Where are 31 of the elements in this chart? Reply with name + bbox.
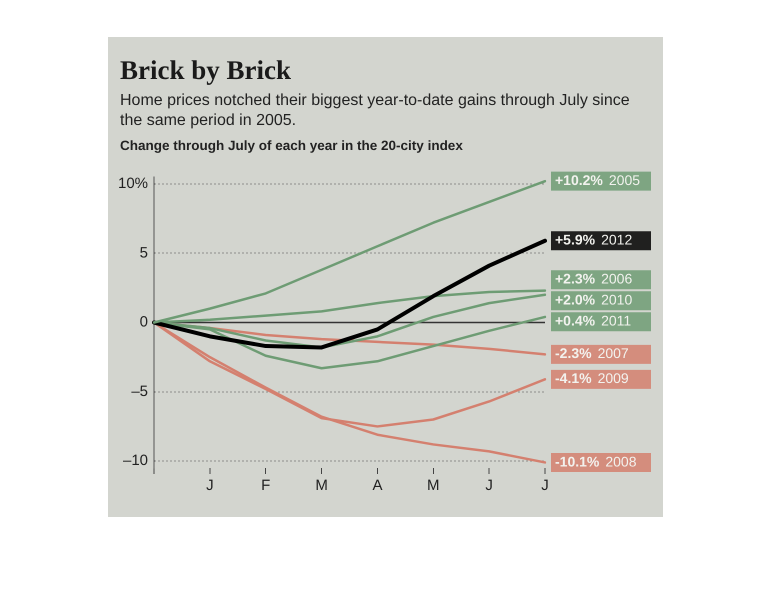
y-tick-label: –10	[122, 452, 148, 470]
data-label: +10.2%	[555, 172, 604, 188]
x-tick-label: J	[541, 477, 549, 494]
x-tick-label: M	[315, 477, 328, 494]
chart-subtitle: Home prices notched their biggest year-to-date gains through July since the same period in 2005.	[120, 91, 631, 131]
data-label: -10.1%	[555, 453, 600, 470]
x-tick-label: M	[427, 477, 440, 494]
y-tick-label: 10%	[118, 175, 148, 192]
x-tick-label: A	[372, 477, 382, 494]
text: 2005	[608, 172, 640, 188]
data-label: +5.9%	[555, 232, 596, 248]
text: 2008	[605, 453, 637, 470]
x-tick-label: F	[261, 477, 270, 494]
text: 2010	[601, 292, 632, 308]
data-label: +2.3%	[555, 270, 596, 287]
text: 2007	[598, 345, 629, 362]
y-tick-label: –5	[131, 382, 148, 400]
text: 2011	[601, 312, 632, 329]
data-label: -4.1%	[555, 370, 592, 386]
data-label: +2.0%	[555, 292, 596, 308]
data-label: -2.3%	[555, 345, 592, 362]
x-tick-label: J	[485, 477, 493, 494]
x-tick-label: J	[206, 477, 214, 494]
y-tick-label: 5	[140, 244, 148, 262]
text: 2006	[601, 270, 632, 287]
chart-title: Brick by Brick	[120, 55, 292, 86]
text: 2012	[601, 232, 632, 248]
text: Change through July of each year in the 20-city index	[120, 138, 463, 153]
data-label: +0.4%	[555, 312, 596, 329]
y-tick-label: 0	[140, 314, 148, 331]
text: 2009	[598, 370, 629, 386]
